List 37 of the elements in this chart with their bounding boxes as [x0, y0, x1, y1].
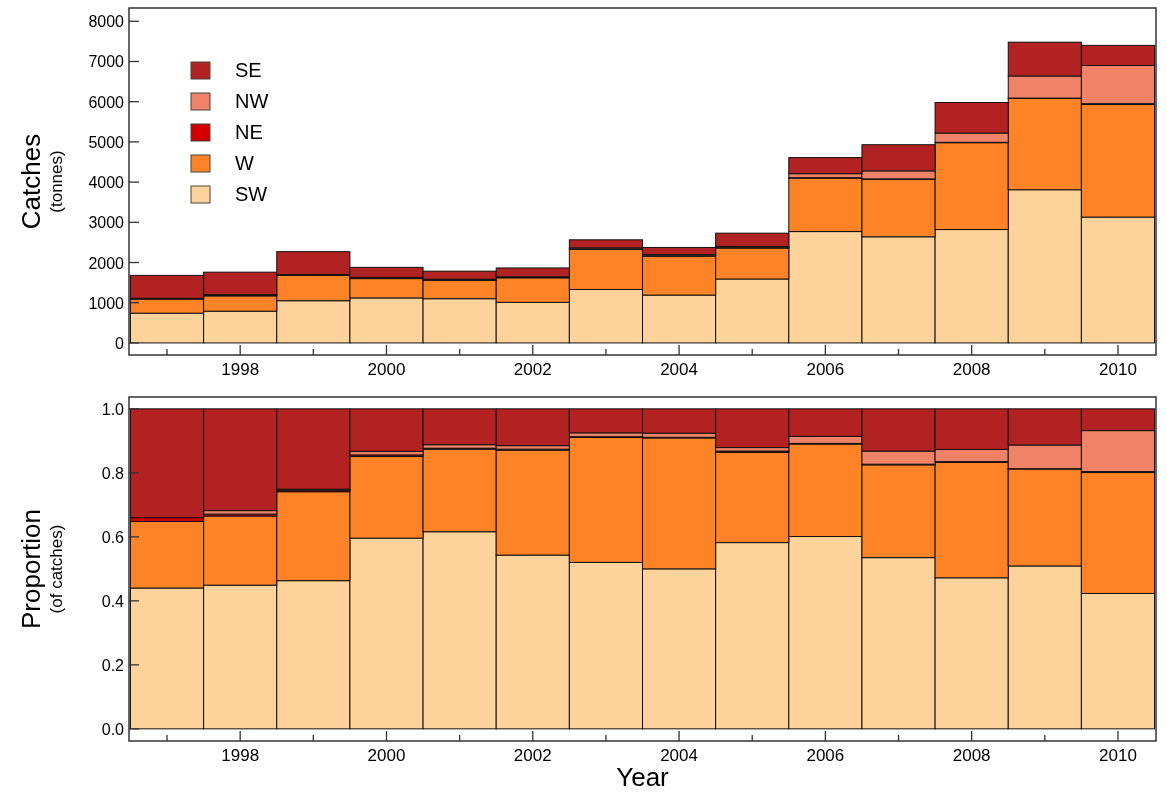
legend-label: NW: [235, 90, 269, 112]
legend-label: SW: [235, 183, 268, 205]
y-tick-label: 2000: [88, 254, 125, 272]
x-tick-label: 2008: [952, 360, 991, 379]
x-tick-label: 2006: [806, 746, 845, 765]
x-tick-label: 2004: [660, 360, 698, 379]
y-tick-label: 0.4: [101, 592, 125, 610]
y-tick-label: 5000: [88, 133, 125, 151]
x-tick-label: 2010: [1099, 360, 1137, 379]
y-axis-title: Proportion (of catches): [16, 509, 66, 629]
x-tick-label: 1998: [221, 360, 260, 379]
y-tick-label: 3000: [88, 214, 125, 232]
legend-label: SE: [235, 59, 262, 81]
y-tick-label: 4000: [88, 174, 125, 192]
x-axis-title: Year: [616, 762, 670, 792]
x-tick-label: 2002: [513, 360, 552, 379]
y-tick-label: 0.2: [101, 656, 125, 674]
legend-label: W: [235, 152, 254, 174]
y-tick-label: 0.8: [101, 464, 125, 482]
x-tick-label: 2000: [367, 360, 406, 379]
x-tick-label: 2000: [367, 746, 406, 765]
y-tick-label: 6000: [88, 93, 125, 111]
x-tick-label: 2002: [513, 746, 552, 765]
y-tick-label: 0.0: [101, 720, 125, 738]
y-tick-label: 0: [115, 334, 125, 352]
legend-label: NE: [235, 121, 263, 143]
x-tick-label: 2010: [1099, 746, 1137, 765]
y-tick-label: 7000: [88, 53, 125, 71]
x-tick-label: 2008: [952, 746, 991, 765]
y-axis-title: Catches (tonnes): [16, 133, 66, 230]
y-tick-label: 0.6: [101, 528, 125, 546]
y-tick-label: 1.0: [101, 400, 125, 418]
y-tick-label: 1000: [88, 294, 125, 312]
y-tick-label: 8000: [88, 13, 125, 31]
x-tick-label: 2006: [806, 360, 845, 379]
x-tick-label: 1998: [221, 746, 260, 765]
x-tick-label: 2004: [660, 746, 698, 765]
